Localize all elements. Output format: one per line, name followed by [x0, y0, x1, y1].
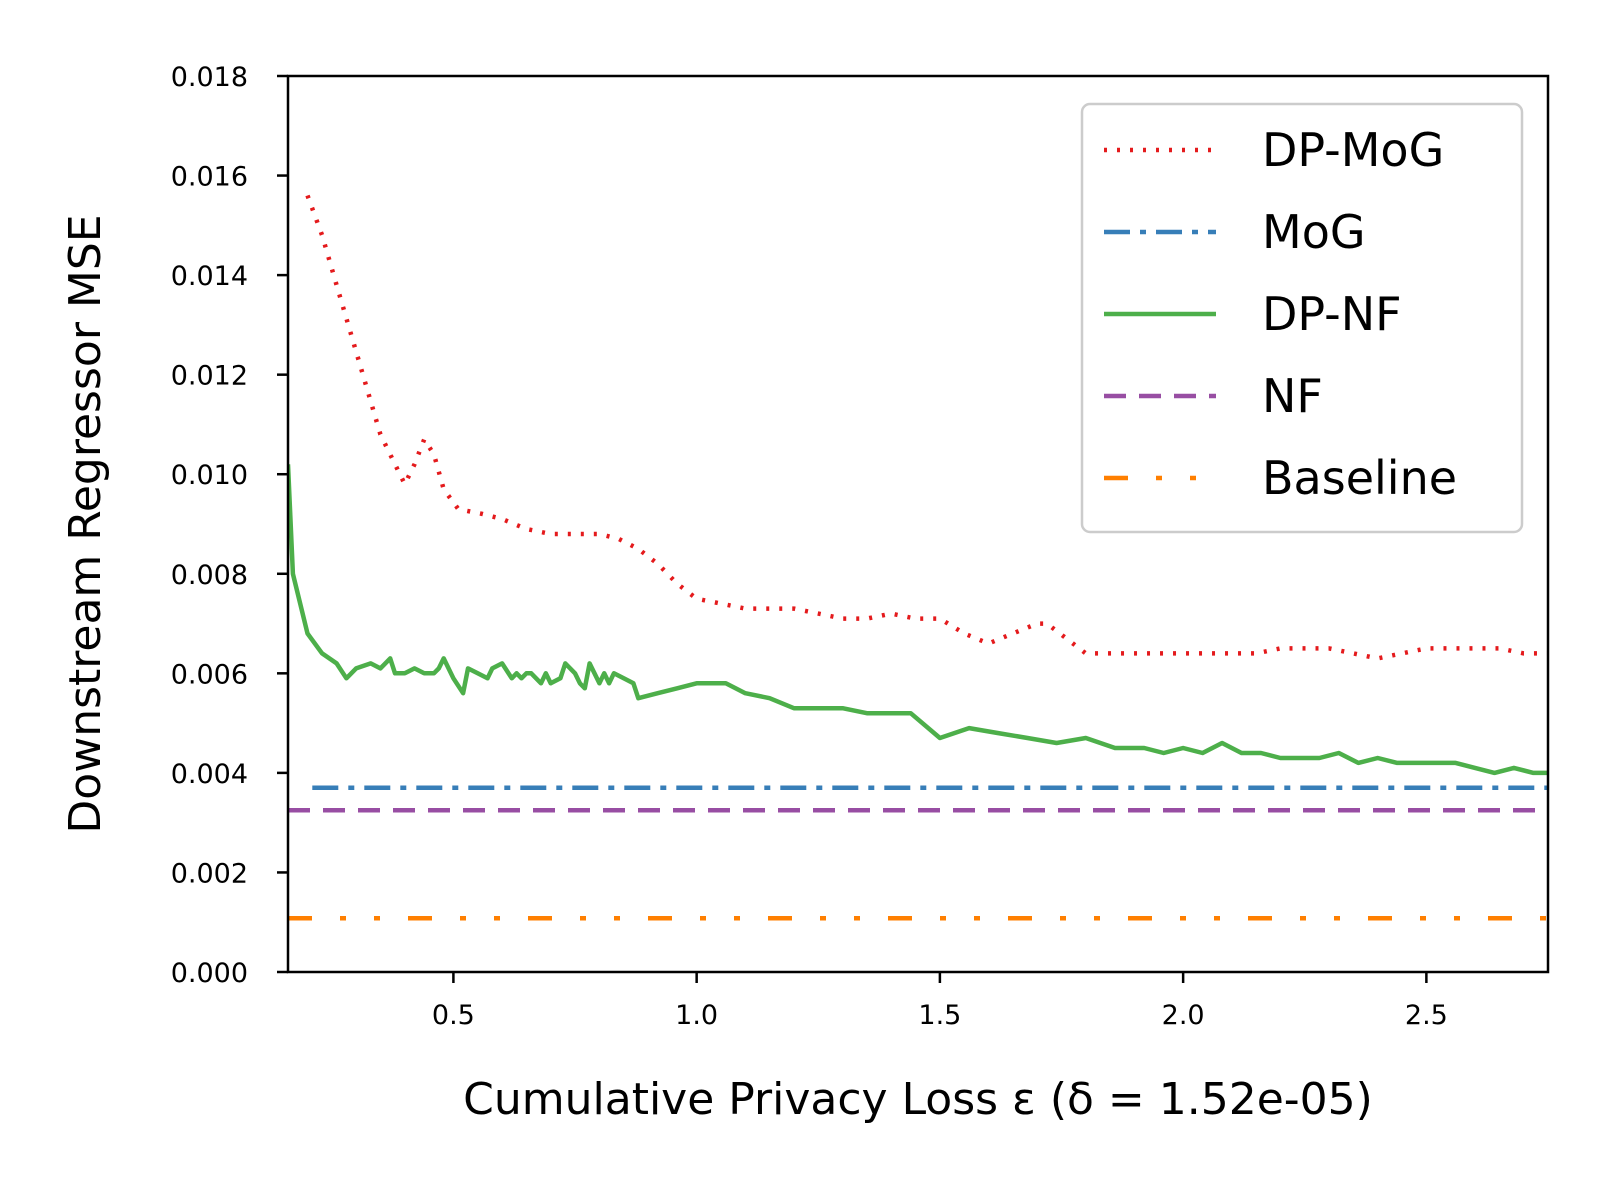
y-tick-label: 0.002	[171, 858, 248, 889]
x-tick-label: 1.0	[675, 1000, 718, 1031]
x-tick-label: 0.5	[432, 1000, 475, 1031]
legend-label: Baseline	[1262, 451, 1457, 505]
y-tick-label: 0.000	[171, 958, 248, 989]
legend-frame	[1080, 102, 1524, 534]
y-axis-title: Downstream Regressor MSE	[60, 214, 111, 833]
plot-frame	[286, 74, 1550, 974]
y-tick-label: 0.012	[171, 361, 248, 392]
x-axis: 0.5 1.0 1.5 2.0 2.5	[432, 972, 1448, 1031]
legend-label: MoG	[1262, 205, 1365, 259]
y-tick-label: 0.016	[171, 162, 248, 193]
legend-label: DP-NF	[1262, 287, 1402, 341]
legend-label: DP-MoG	[1262, 123, 1444, 177]
y-tick-label: 0.004	[171, 759, 248, 790]
x-tick-label: 2.5	[1405, 1000, 1448, 1031]
series-line-dp-nf	[288, 464, 1548, 776]
y-axis: 0.000 0.002 0.004 0.006 0.008 0.010 0.012 0.014…	[171, 62, 288, 989]
y-tick-label: 0.010	[171, 460, 248, 491]
legend-label: NF	[1262, 369, 1323, 423]
series-layer	[288, 194, 1548, 921]
x-tick-label: 2.0	[1162, 1000, 1205, 1031]
y-tick-label: 0.018	[171, 62, 248, 93]
x-axis-title: Cumulative Privacy Loss ε (δ = 1.52e-05)	[463, 1074, 1373, 1125]
x-tick-label: 1.5	[918, 1000, 961, 1031]
y-tick-label: 0.014	[171, 261, 248, 292]
legend: DP-MoG MoG DP-NF NF Baseline	[1080, 102, 1524, 534]
y-tick-label: 0.006	[171, 659, 248, 690]
y-tick-label: 0.008	[171, 560, 248, 591]
